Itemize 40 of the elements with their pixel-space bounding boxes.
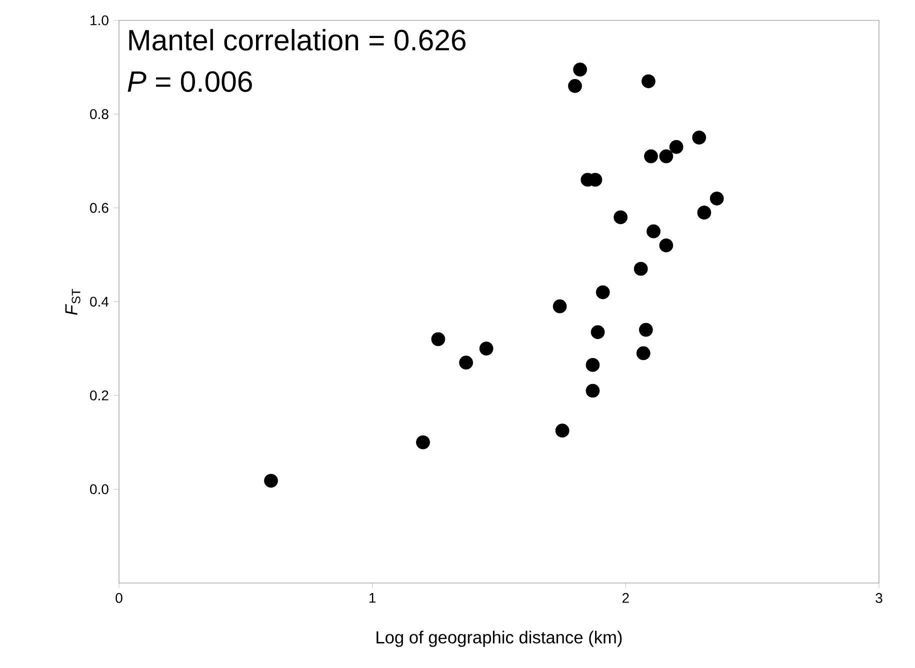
point: [659, 149, 674, 164]
point: [264, 474, 278, 488]
point: [586, 384, 600, 398]
point: [586, 358, 600, 372]
y-tick-label: 0.0: [90, 484, 108, 494]
point: [692, 130, 706, 144]
point: [638, 322, 653, 337]
y-tick-label: 0.8: [90, 109, 108, 120]
point: [644, 149, 658, 164]
point: [479, 342, 494, 356]
point: [669, 140, 684, 154]
point: [697, 206, 712, 220]
point: [431, 332, 446, 346]
annotation: P = 0.006: [128, 71, 252, 92]
x-tick-label: 2: [622, 593, 629, 603]
point: [659, 238, 674, 252]
point: [646, 224, 660, 238]
point: [596, 285, 610, 300]
point: [568, 79, 582, 93]
x-tick-label: 0: [116, 593, 122, 603]
x-tick-label: 3: [876, 593, 882, 603]
point: [416, 435, 430, 450]
point: [634, 262, 648, 276]
x-tick-label: 1: [370, 593, 376, 603]
point: [555, 424, 570, 438]
point: [636, 346, 650, 360]
point: [590, 325, 605, 340]
y-tick-label: 0.6: [90, 202, 108, 213]
point: [459, 356, 473, 370]
y-tick-label: 0.4: [90, 296, 109, 307]
x-axis-title: Log of geographic distance (km): [376, 630, 622, 647]
annotation: Mantel correlation = 0.626: [129, 29, 466, 51]
y-tick-label: 1.0: [90, 15, 108, 26]
point: [710, 192, 724, 206]
point: [614, 210, 628, 224]
y-tick-label: 0.2: [90, 390, 108, 400]
point: [573, 62, 588, 76]
point: [642, 74, 656, 88]
point: [552, 299, 567, 314]
y-axis-title: F$_{ST}$: [65, 288, 80, 315]
